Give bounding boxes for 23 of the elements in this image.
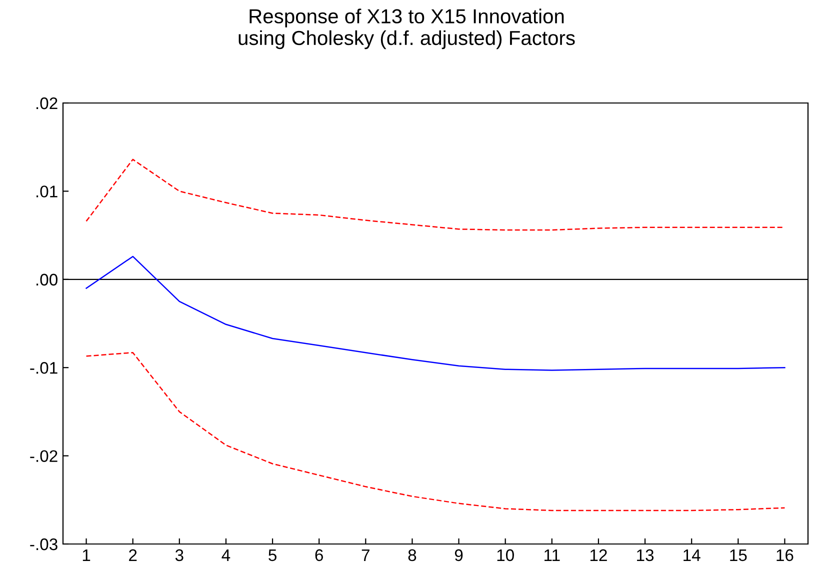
x-tick-label: 10 [497, 549, 514, 562]
y-tick-label: .01 [36, 186, 58, 198]
x-tick-label: 8 [408, 549, 416, 562]
y-tick-label: .02 [36, 97, 58, 110]
x-tick-label: 3 [175, 549, 184, 562]
x-tick-label: 16 [776, 549, 794, 562]
y-tick-label: -.03 [30, 538, 58, 550]
x-tick-label: 12 [590, 549, 607, 561]
y-tick-label: .00 [36, 274, 58, 286]
x-tick-label: 15 [730, 549, 747, 562]
x-tick-label: 4 [222, 549, 230, 561]
x-tick-label: 13 [637, 549, 654, 562]
x-tick-label: 1 [82, 549, 90, 561]
x-tick-label: 9 [454, 549, 463, 562]
x-tick-label: 2 [129, 549, 137, 561]
chart-title: Response of X13 to X15 Innovation using Cholesky (d.f. adjusted) Factors [238, 8, 575, 50]
x-tick-label: 5 [268, 549, 276, 562]
x-tick-label: 7 [362, 549, 370, 561]
y-tick-label: -.01 [30, 362, 58, 374]
x-tick-label: 14 [684, 549, 700, 561]
x-tick-label: 11 [544, 549, 560, 561]
x-tick-label: 6 [315, 549, 323, 562]
y-tick-label: -.02 [30, 450, 58, 462]
